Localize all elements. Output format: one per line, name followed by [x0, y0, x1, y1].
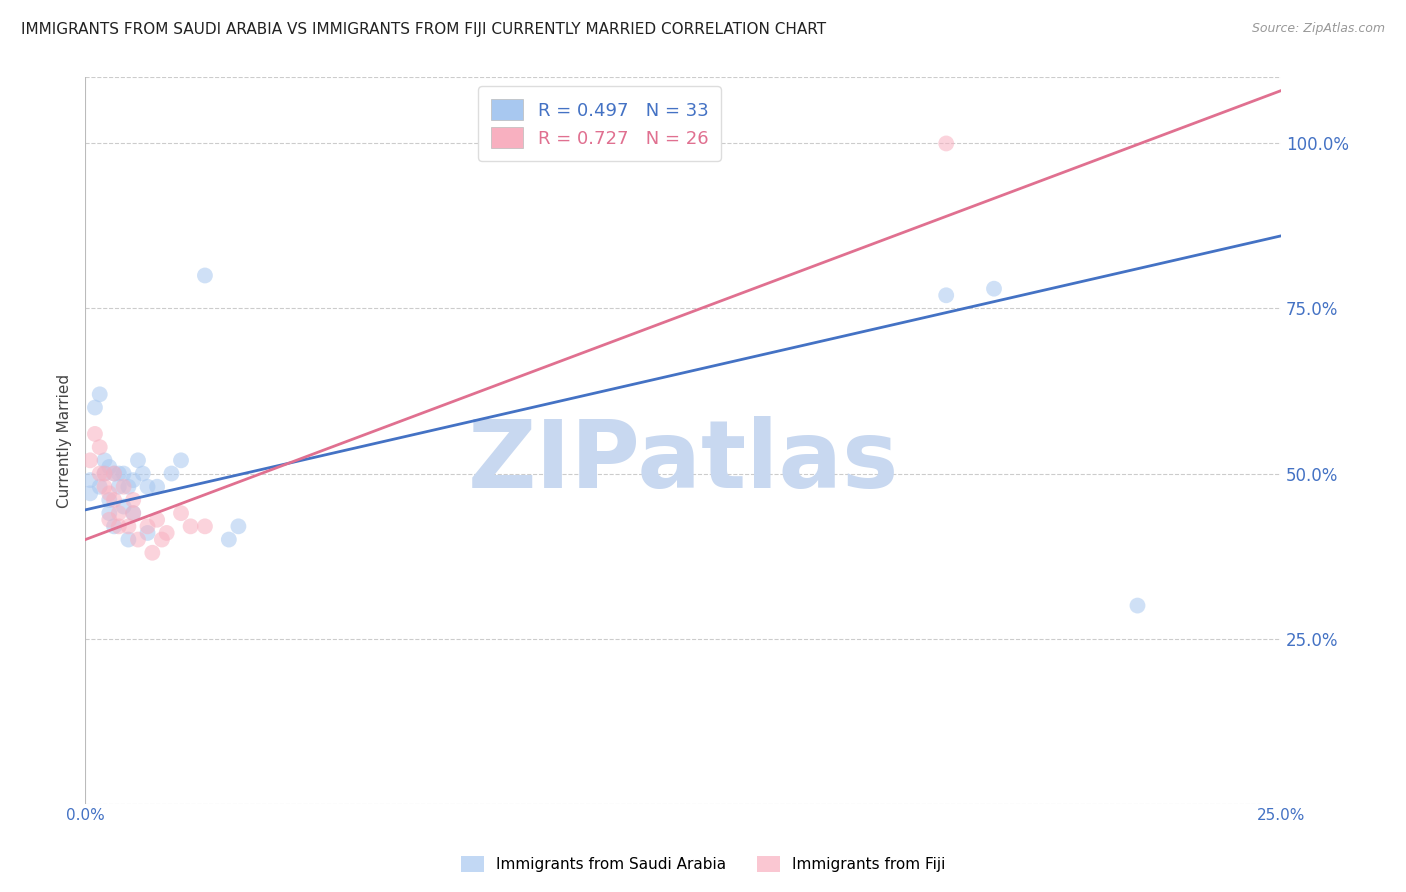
Point: [127, 453, 149, 467]
Point: [98, 513, 121, 527]
Text: IMMIGRANTS FROM SAUDI ARABIA VS IMMIGRANTS FROM FIJI CURRENTLY MARRIED CORRELATI: IMMIGRANTS FROM SAUDI ARABIA VS IMMIGRAN…: [21, 22, 827, 37]
Point: [122, 492, 145, 507]
Point: [89, 467, 111, 481]
Point: [150, 533, 173, 547]
Point: [112, 480, 135, 494]
Point: [228, 519, 250, 533]
Point: [98, 486, 121, 500]
Point: [156, 525, 179, 540]
Point: [98, 492, 121, 507]
Point: [89, 440, 111, 454]
Point: [93, 480, 115, 494]
Point: [170, 506, 193, 520]
Point: [108, 519, 131, 533]
Point: [103, 519, 125, 533]
Point: [136, 480, 159, 494]
Point: [103, 467, 125, 481]
Point: [117, 519, 139, 533]
Point: [84, 401, 107, 415]
Point: [136, 519, 159, 533]
Point: [935, 288, 957, 302]
Point: [122, 506, 145, 520]
Point: [93, 467, 115, 481]
Point: [108, 506, 131, 520]
Text: ZIPatlas: ZIPatlas: [467, 417, 898, 508]
Legend: Immigrants from Saudi Arabia, Immigrants from Fiji: Immigrants from Saudi Arabia, Immigrants…: [453, 848, 953, 880]
Y-axis label: Currently Married: Currently Married: [58, 374, 72, 508]
Point: [84, 426, 107, 441]
Point: [170, 453, 193, 467]
Point: [103, 467, 125, 481]
Point: [89, 480, 111, 494]
Point: [79, 486, 101, 500]
Point: [146, 513, 169, 527]
Legend: R = 0.497   N = 33, R = 0.727   N = 26: R = 0.497 N = 33, R = 0.727 N = 26: [478, 87, 721, 161]
Point: [93, 467, 115, 481]
Point: [117, 480, 139, 494]
Point: [112, 467, 135, 481]
Text: Source: ZipAtlas.com: Source: ZipAtlas.com: [1251, 22, 1385, 36]
Point: [93, 453, 115, 467]
Point: [108, 467, 131, 481]
Point: [122, 506, 145, 520]
Point: [132, 467, 155, 481]
Point: [98, 506, 121, 520]
Point: [218, 533, 240, 547]
Point: [194, 519, 217, 533]
Point: [117, 533, 139, 547]
Point: [194, 268, 217, 283]
Point: [127, 533, 149, 547]
Point: [112, 500, 135, 514]
Point: [160, 467, 183, 481]
Point: [103, 492, 125, 507]
Point: [79, 473, 101, 487]
Point: [89, 387, 111, 401]
Point: [136, 525, 159, 540]
Point: [79, 453, 101, 467]
Point: [983, 282, 1005, 296]
Point: [935, 136, 957, 151]
Point: [141, 546, 163, 560]
Point: [122, 473, 145, 487]
Point: [180, 519, 202, 533]
Point: [146, 480, 169, 494]
Point: [108, 480, 131, 494]
Point: [1126, 599, 1149, 613]
Point: [98, 459, 121, 474]
